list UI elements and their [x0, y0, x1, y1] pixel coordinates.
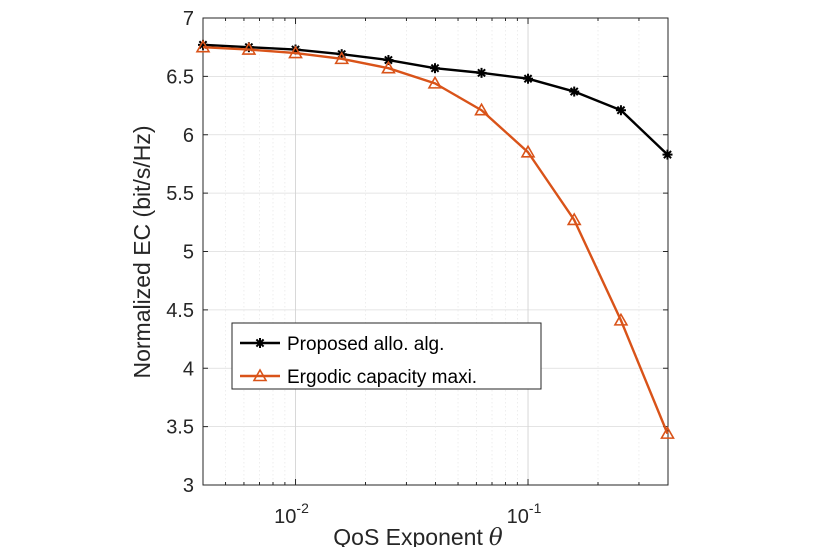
x-tick-base: 10	[274, 506, 296, 528]
legend-item-1: Proposed allo. alg.	[240, 334, 444, 355]
series-layer	[195, 39, 675, 439]
y-tick-label: 4	[183, 358, 194, 380]
x-axis-label: QoS Exponent θ	[333, 524, 503, 547]
legend-marker	[252, 368, 268, 382]
data-point	[615, 105, 626, 116]
data-point	[523, 73, 534, 84]
marker-stroke	[663, 150, 672, 159]
y-tick-label: 3	[183, 475, 194, 497]
data-point	[660, 426, 675, 439]
y-tick-label: 4.5	[166, 300, 194, 322]
y-tick-label: 5.5	[166, 183, 194, 205]
legend: Proposed allo. alg. Ergodic capacity maxi…	[231, 322, 542, 390]
y-tick-label: 5	[183, 242, 194, 264]
data-point	[520, 144, 536, 158]
legend-marker	[255, 338, 265, 348]
marker-stroke	[523, 74, 533, 84]
x-tick-exponent: -2	[296, 500, 309, 516]
y-tick-label: 6.5	[166, 66, 194, 88]
y-tick-label: 7	[183, 8, 194, 30]
x-tick-label: 10-2	[274, 500, 309, 528]
legend-box	[231, 322, 542, 390]
x-tick-label: 10-1	[507, 500, 542, 528]
x-axis-label-text: QoS Exponent	[333, 524, 483, 547]
marker-stroke	[255, 338, 265, 348]
legend-label: Proposed allo. alg.	[287, 334, 444, 355]
data-point	[474, 102, 489, 116]
data-point	[613, 312, 629, 326]
marker-stroke	[198, 40, 208, 50]
data-point	[195, 39, 211, 53]
marker-stroke	[477, 68, 486, 78]
series-line	[202, 45, 669, 435]
marker-stroke	[384, 55, 393, 65]
x-axis-theta-symbol: θ	[489, 525, 503, 547]
data-point	[429, 63, 440, 74]
x-axis-ticks: 10-2 10-1	[202, 18, 669, 528]
legend-label: Ergodic capacity maxi.	[287, 367, 477, 388]
marker-stroke	[569, 87, 579, 96]
x-tick-exponent: -1	[529, 500, 542, 516]
data-point	[381, 60, 396, 74]
data-point	[383, 55, 394, 66]
data-point	[476, 67, 487, 78]
series-2	[195, 39, 675, 439]
marker-stroke	[616, 105, 626, 115]
data-point	[288, 45, 303, 59]
y-axis-ticks: 3 3.5 4 4.5 5 5.5 6 6.5 7	[166, 8, 668, 497]
data-point	[662, 149, 673, 160]
legend-item-2: Ergodic capacity maxi.	[240, 367, 477, 388]
data-point	[566, 212, 582, 226]
x-tick-base: 10	[507, 506, 529, 528]
data-point	[334, 51, 350, 65]
data-point	[569, 86, 580, 97]
data-point	[241, 41, 257, 55]
data-point	[427, 75, 443, 89]
y-tick-label: 6	[183, 125, 194, 147]
series-1	[198, 39, 673, 160]
y-axis-label: Normalized EC (bit/s/Hz)	[129, 125, 155, 378]
y-tick-label: 3.5	[166, 417, 194, 439]
marker-stroke	[430, 63, 440, 73]
